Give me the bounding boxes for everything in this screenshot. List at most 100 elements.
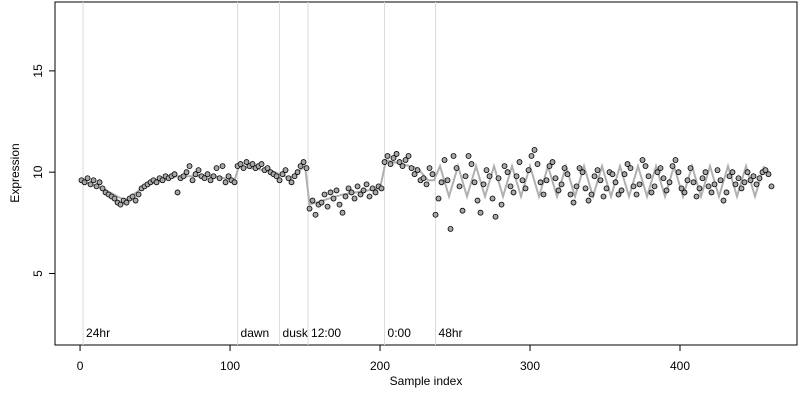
data-point: [609, 171, 616, 178]
data-point: [471, 179, 478, 186]
data-point: [537, 179, 544, 186]
y-axis-label: Expression: [8, 143, 22, 202]
data-point: [363, 181, 370, 188]
data-point: [303, 165, 310, 172]
data-point: [642, 163, 649, 170]
data-point: [435, 195, 442, 202]
data-point: [360, 187, 367, 194]
data-point: [402, 157, 409, 163]
data-point: [456, 183, 463, 190]
data-point: [594, 167, 601, 174]
data-point: [201, 175, 208, 182]
data-point: [501, 163, 508, 170]
data-point: [288, 179, 295, 186]
data-point: [738, 185, 745, 192]
plot-frame: [54, 1, 798, 346]
data-point: [318, 199, 325, 206]
data-point: [543, 177, 550, 184]
data-point: [588, 191, 595, 198]
data-point: [399, 163, 406, 170]
data-point: [639, 157, 646, 163]
data-point: [282, 167, 289, 174]
data-point: [480, 181, 487, 188]
data-point: [381, 159, 388, 165]
data-point: [681, 189, 688, 196]
data-point: [702, 169, 709, 176]
data-point: [600, 193, 607, 200]
data-point: [483, 167, 490, 174]
data-point: [465, 153, 472, 159]
data-point: [579, 169, 586, 176]
phase-label: 24hr: [86, 326, 110, 340]
data-point: [231, 179, 238, 186]
data-point: [552, 175, 559, 182]
data-point: [453, 165, 460, 172]
data-point: [249, 161, 256, 167]
data-point: [651, 183, 658, 190]
phase-label: 0:00: [388, 326, 412, 340]
data-point: [522, 185, 529, 192]
data-point: [462, 173, 469, 180]
data-point: [726, 173, 733, 180]
data-point: [672, 157, 679, 163]
data-point: [405, 153, 412, 159]
data-point: [219, 163, 226, 170]
data-point: [615, 191, 622, 198]
data-point: [666, 179, 673, 186]
data-point: [525, 167, 532, 174]
data-point: [237, 161, 244, 167]
data-point: [96, 179, 103, 186]
data-point: [468, 161, 475, 167]
phase-label: dawn: [241, 326, 270, 340]
data-point: [621, 171, 628, 178]
data-point: [342, 193, 349, 200]
y-tick-label: 10: [31, 165, 45, 179]
data-point: [300, 159, 307, 165]
data-point: [735, 175, 742, 182]
data-point: [648, 189, 655, 196]
data-point: [636, 181, 643, 188]
data-point: [330, 195, 337, 202]
x-tick-label: 100: [220, 359, 240, 373]
data-point: [312, 211, 319, 218]
data-point: [549, 159, 556, 165]
data-point: [423, 181, 430, 188]
data-point: [213, 165, 220, 172]
data-point: [387, 161, 394, 167]
data-point: [711, 181, 718, 188]
data-point: [690, 179, 697, 186]
data-point: [723, 189, 730, 196]
data-point: [492, 213, 499, 220]
data-point: [258, 161, 265, 167]
data-point: [123, 199, 130, 206]
data-point: [663, 187, 670, 194]
data-point: [693, 193, 700, 200]
data-point: [561, 165, 568, 172]
data-point: [93, 183, 100, 190]
data-point: [624, 161, 631, 167]
data-point: [306, 205, 313, 212]
data-point: [180, 173, 187, 180]
data-point: [528, 153, 535, 159]
data-point: [192, 171, 199, 178]
data-point: [222, 179, 229, 186]
data-point: [279, 171, 286, 178]
data-point: [495, 175, 502, 182]
data-point: [354, 183, 361, 190]
phase-label: dusk: [283, 326, 309, 340]
data-point: [696, 185, 703, 192]
data-point: [447, 226, 454, 232]
data-point: [741, 179, 748, 186]
data-point: [678, 185, 685, 192]
data-point: [507, 183, 514, 190]
data-point: [207, 177, 214, 184]
data-point: [216, 175, 223, 182]
data-point: [81, 179, 88, 186]
data-point: [189, 177, 196, 184]
data-point: [687, 165, 694, 172]
data-point: [729, 169, 736, 176]
data-point: [684, 177, 691, 184]
data-point: [762, 167, 769, 174]
data-point: [534, 161, 541, 167]
phase-label: 12:00: [311, 326, 341, 340]
